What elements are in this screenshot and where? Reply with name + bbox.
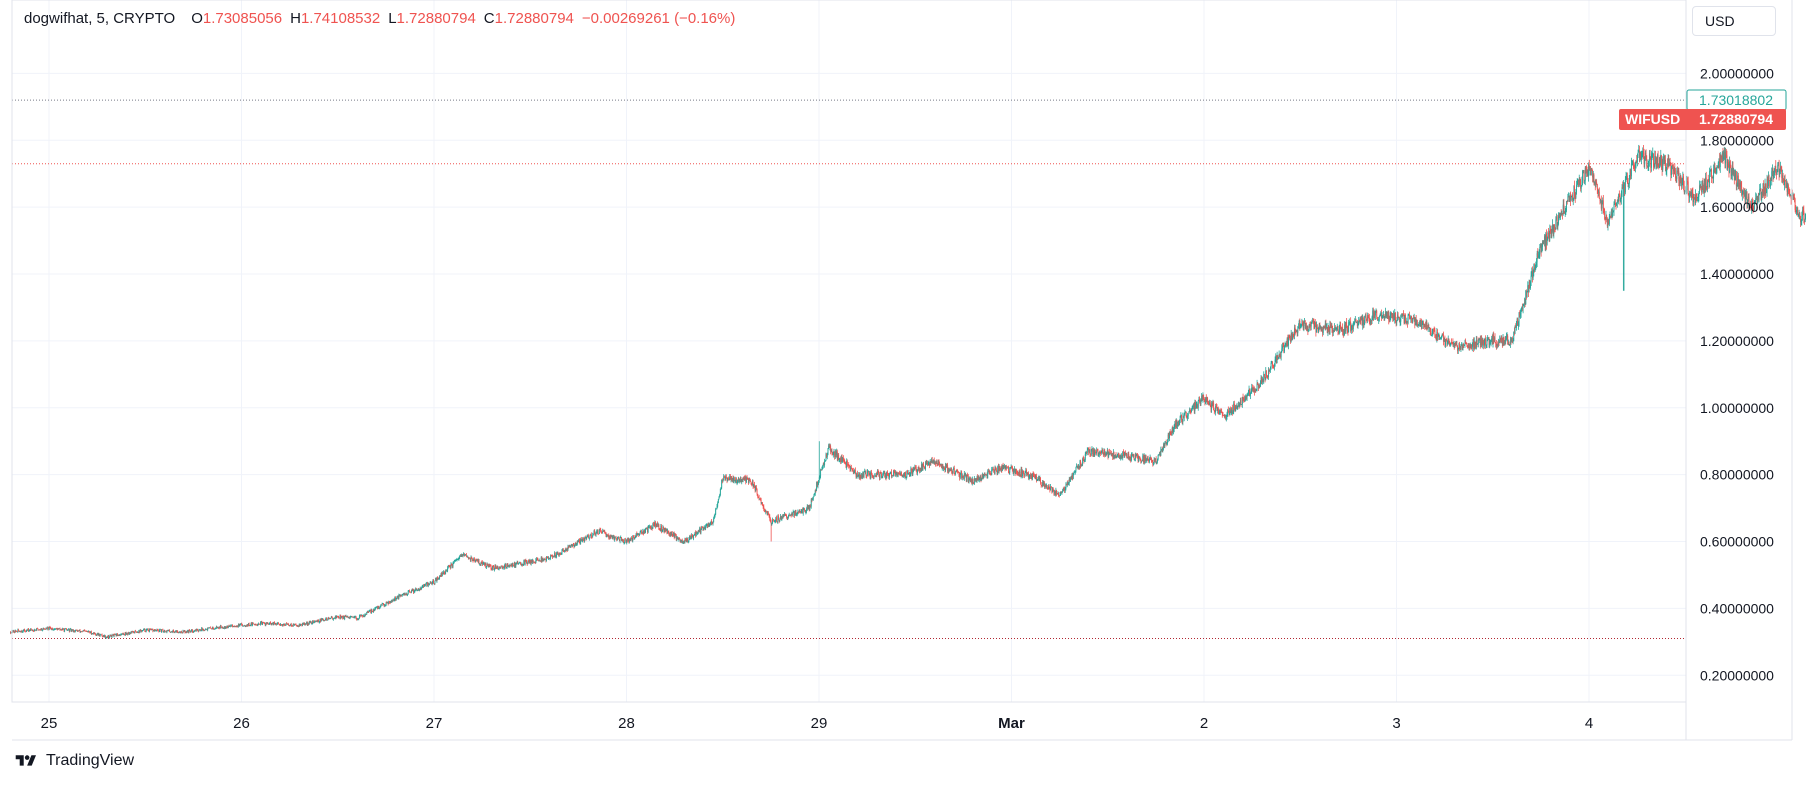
candle-body [620,538,621,542]
candle-body [1210,402,1211,404]
candle-body [1158,455,1159,459]
candle-body [586,537,587,538]
candle-body [1188,412,1189,414]
candle-body [1555,220,1556,229]
candle-body [1411,316,1412,318]
candle-body [713,522,714,524]
candle-body [1591,168,1592,170]
candle-body [1053,488,1054,489]
candle-body [1646,160,1647,167]
candle-body [1597,184,1598,189]
candle-body [779,519,780,521]
candle-body [434,581,435,584]
candle-body [858,477,859,478]
candle-body [1631,164,1632,177]
candle-body [359,616,360,618]
candle-body [249,623,250,625]
candle-body [372,610,373,611]
candle-body [719,497,720,499]
candles [10,100,1806,639]
candle-body [813,497,814,500]
candle-body [1396,321,1397,322]
candle-body [1599,192,1600,199]
candle-body [999,466,1000,468]
candle-body [1376,311,1377,317]
candle-body [757,490,758,495]
candle-body [969,480,970,482]
candle-body [1614,204,1615,211]
candle-body [421,588,422,589]
candle-body [1337,326,1338,331]
candle-body [1563,205,1564,212]
candle-body [189,630,190,631]
candle-body [598,530,599,533]
candle-body [1408,315,1409,324]
candle-body [543,560,544,561]
candle-body [1003,468,1004,469]
candle-body [803,509,804,513]
candle-body [1571,197,1572,200]
candle-body [1603,200,1604,208]
candle-body [1638,152,1639,156]
candle-body [429,584,430,585]
candle-body [618,537,619,540]
candle-body [954,468,955,473]
candle-body [1596,182,1597,184]
candle-body [561,551,562,554]
candle-body [1311,324,1312,326]
candle-body [1040,478,1041,482]
candle-body [82,632,83,633]
candle-body [776,517,777,521]
candle-body [1019,472,1020,475]
candle-body [1008,467,1009,472]
candle-body [1264,374,1265,377]
candle-body [864,472,865,477]
candle-body [1184,413,1185,414]
candle-body [537,559,538,560]
candle-body [717,503,718,506]
candle-body [1284,346,1285,351]
candle-body [923,464,924,466]
candle-body [1627,176,1628,178]
candle-body [778,516,779,520]
candle-body [1612,212,1613,216]
candle-body [1198,401,1199,408]
candle-body [37,629,38,630]
candle-body [433,580,434,583]
candle-body [210,627,211,628]
candle-body [1377,317,1378,320]
candle-body [1583,170,1584,180]
candle-body [1523,306,1524,310]
candle-body [1241,400,1242,404]
grid-lines [12,0,1686,702]
candle-body [1375,313,1376,316]
candle-body [169,630,170,632]
candle-body [1495,338,1496,343]
candle-body [1090,449,1091,454]
candle-body [267,623,268,624]
candle-body [1025,473,1026,475]
candle-body [593,534,594,535]
candle-body [466,555,467,557]
candle-body [1087,450,1088,453]
candle-body [1223,414,1224,415]
candle-body [952,470,953,474]
candle-body [1213,403,1214,410]
candle-body [715,509,716,514]
candle-body [855,470,856,474]
candle-body [409,591,410,592]
candle-body [1041,483,1042,486]
candle-body [1272,362,1273,365]
candle-body [407,595,408,596]
candle-body [640,532,641,534]
candle-body [1058,493,1059,495]
candle-body [718,499,719,503]
horizontal-lines [12,100,1686,638]
candle-body [1056,490,1057,493]
